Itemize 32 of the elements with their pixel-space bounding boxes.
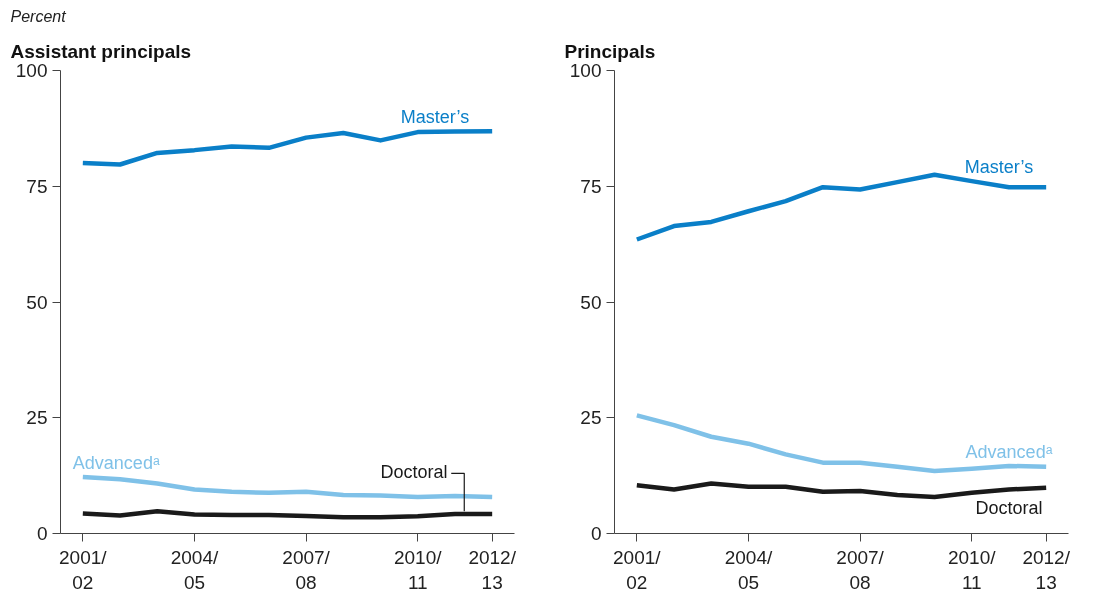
x-tick-label: 2007/ 08 xyxy=(282,546,331,593)
y-tick-label: 0 xyxy=(590,523,602,544)
x-tick-label: 2010/ 11 xyxy=(947,546,997,593)
x-tick-label: 2001/ 02 xyxy=(59,546,108,593)
y-tick-label: 100 xyxy=(569,60,602,81)
y-tick-label: 25 xyxy=(26,407,48,429)
y-tick-label: 75 xyxy=(580,175,602,197)
y-tick-label: 0 xyxy=(36,523,48,544)
x-tick-label: 2012/ 13 xyxy=(1022,546,1071,593)
series-label: Advancedᵃ xyxy=(72,453,160,474)
y-tick-label: 50 xyxy=(26,291,48,313)
x-tick-label: 2001/ 02 xyxy=(613,546,662,593)
series-label: Master’s xyxy=(400,106,470,127)
y-tick-label: 75 xyxy=(26,175,48,197)
y-tick-label: 25 xyxy=(580,407,602,429)
chart-title: Principals xyxy=(564,40,656,62)
series-label: Doctoral xyxy=(380,462,448,483)
y-tick-label: 100 xyxy=(15,60,48,81)
x-tick-label: 2007/ 08 xyxy=(836,546,885,593)
x-tick-label: 2004/ 05 xyxy=(724,546,773,593)
x-tick-label: 2004/ 05 xyxy=(170,546,219,593)
x-tick-label: 2010/ 11 xyxy=(393,546,443,593)
chart-title: Assistant principals xyxy=(10,40,192,62)
series-label: Advancedᵃ xyxy=(965,441,1053,462)
line-series xyxy=(80,128,495,167)
y-axis-title: Percent xyxy=(10,7,67,25)
series-label: Master’s xyxy=(964,157,1034,178)
y-tick-label: 50 xyxy=(580,291,602,313)
x-tick-label: 2012/ 13 xyxy=(468,546,517,593)
series-label: Doctoral xyxy=(975,497,1043,518)
line-series xyxy=(634,172,1049,242)
line-series xyxy=(634,481,1049,500)
